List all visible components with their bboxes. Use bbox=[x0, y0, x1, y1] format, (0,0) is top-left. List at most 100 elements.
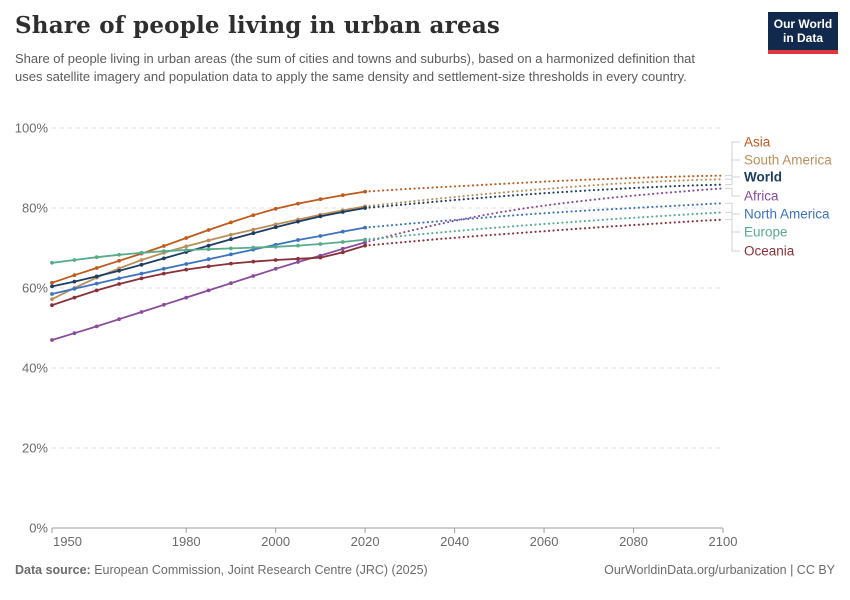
series-marker-asia bbox=[251, 213, 256, 218]
y-axis-label-40: 40% bbox=[22, 361, 48, 376]
series-marker-oceania bbox=[318, 255, 323, 260]
series-marker-world bbox=[139, 262, 144, 267]
series-marker-south-america bbox=[229, 232, 233, 237]
chart-footer: Data source: European Commission, Joint … bbox=[15, 563, 835, 577]
series-marker-world bbox=[229, 237, 233, 242]
y-axis-label-60: 60% bbox=[22, 281, 48, 296]
series-marker-north-america bbox=[318, 234, 323, 238]
series-marker-asia bbox=[296, 201, 300, 206]
series-marker-africa bbox=[139, 310, 144, 314]
series-marker-oceania bbox=[206, 264, 211, 269]
series-marker-oceania bbox=[273, 258, 278, 262]
series-marker-europe bbox=[296, 243, 300, 248]
series-marker-africa bbox=[72, 331, 77, 336]
line-chart-canvas[interactable]: 0% 20% 40% 60% 80% 100% 1950 1980 2000 2020 2040 20… bbox=[0, 0, 850, 560]
x-axis-label-2060: 2060 bbox=[530, 534, 559, 549]
credit-link[interactable]: OurWorldinData.org/urbanization | CC BY bbox=[604, 563, 835, 577]
series-marker-world bbox=[161, 256, 166, 261]
series-marker-europe bbox=[206, 247, 211, 252]
series-marker-africa bbox=[296, 260, 300, 264]
series-marker-europe bbox=[273, 244, 278, 249]
series-marker-world bbox=[318, 214, 323, 219]
series-marker-europe bbox=[318, 242, 323, 246]
x-axis-label-1980: 1980 bbox=[172, 534, 201, 549]
legend-label-oceania[interactable]: Oceania bbox=[744, 244, 795, 259]
y-axis-label-100: 100% bbox=[15, 121, 49, 136]
series-marker-europe bbox=[161, 249, 166, 254]
legend-label-world[interactable]: World bbox=[744, 170, 782, 185]
series-marker-europe bbox=[340, 240, 345, 244]
series-line-south-america bbox=[51, 205, 366, 301]
chart-subtitle: Share of people living in urban areas (t… bbox=[15, 51, 696, 85]
series-marker-europe bbox=[72, 258, 77, 262]
owid-logo-line1: Our World bbox=[773, 17, 833, 31]
series-marker-north-america bbox=[340, 229, 345, 234]
legend-label-north-america[interactable]: North America bbox=[744, 207, 830, 222]
series-marker-north-america bbox=[161, 266, 166, 271]
legend-label-europe[interactable]: Europe bbox=[744, 225, 788, 240]
legend-label-south-america[interactable]: South America bbox=[744, 153, 832, 168]
y-axis-label-0: 0% bbox=[29, 521, 48, 536]
owid-logo[interactable]: Our World in Data bbox=[768, 12, 838, 54]
series-marker-oceania bbox=[94, 288, 99, 293]
legend-connector-asia bbox=[725, 141, 740, 177]
series-marker-africa bbox=[184, 295, 189, 300]
data-source-label: Data source: bbox=[15, 563, 91, 577]
series-marker-world bbox=[273, 225, 278, 230]
legend-label-africa[interactable]: Africa bbox=[744, 189, 779, 204]
series-marker-north-america bbox=[117, 276, 121, 281]
series-marker-south-america bbox=[184, 244, 189, 249]
x-axis-label-2040: 2040 bbox=[440, 534, 469, 549]
series-marker-north-america bbox=[139, 271, 144, 276]
data-source: Data source: European Commission, Joint … bbox=[15, 563, 428, 577]
series-marker-africa bbox=[273, 266, 278, 271]
series-marker-north-america bbox=[50, 292, 54, 296]
series-marker-asia bbox=[184, 236, 189, 240]
series-marker-asia bbox=[206, 228, 211, 232]
page-title: Share of people living in urban areas bbox=[15, 12, 501, 39]
series-marker-south-america bbox=[251, 227, 256, 232]
series-marker-africa bbox=[50, 338, 54, 342]
series-marker-asia bbox=[117, 258, 121, 263]
series-marker-oceania bbox=[72, 295, 77, 300]
series-marker-north-america bbox=[229, 252, 233, 257]
series-marker-oceania bbox=[50, 303, 54, 308]
legend-connector-oceania bbox=[725, 219, 740, 252]
series-projection-europe bbox=[364, 211, 725, 241]
series-marker-north-america bbox=[296, 238, 300, 242]
series-marker-north-america bbox=[184, 262, 189, 266]
series-marker-europe bbox=[184, 248, 189, 252]
series-marker-asia bbox=[318, 197, 323, 202]
x-axis-label-2100: 2100 bbox=[709, 534, 738, 549]
owid-logo-line2: in Data bbox=[782, 31, 823, 46]
series-marker-africa bbox=[251, 274, 256, 278]
legend-label-asia[interactable]: Asia bbox=[744, 135, 771, 150]
legend-connector-north-america bbox=[725, 202, 740, 215]
series-marker-asia bbox=[273, 206, 278, 211]
series-marker-world bbox=[72, 279, 77, 284]
series-marker-north-america bbox=[72, 286, 77, 291]
series-marker-africa bbox=[340, 246, 345, 251]
y-axis-label-80: 80% bbox=[22, 201, 48, 216]
series-marker-world bbox=[206, 243, 211, 248]
series-projection-south-america bbox=[364, 178, 725, 208]
series-marker-world bbox=[117, 268, 121, 273]
series-marker-south-america bbox=[50, 297, 54, 302]
series-projection-oceania bbox=[364, 218, 725, 247]
series-marker-africa bbox=[206, 288, 211, 293]
series-marker-oceania bbox=[296, 256, 300, 261]
series-marker-asia bbox=[50, 280, 54, 285]
series-marker-asia bbox=[229, 220, 233, 225]
series-marker-africa bbox=[117, 317, 121, 322]
series-marker-south-america bbox=[139, 258, 144, 262]
legend-connector-africa bbox=[725, 187, 740, 197]
series-marker-asia bbox=[340, 193, 345, 198]
series-marker-europe bbox=[251, 245, 256, 250]
series-marker-africa bbox=[94, 324, 99, 329]
series-marker-south-america bbox=[273, 222, 278, 227]
x-axis-label-2080: 2080 bbox=[619, 534, 648, 549]
series-marker-world bbox=[50, 284, 54, 289]
series-marker-europe bbox=[94, 255, 99, 260]
series-marker-world bbox=[94, 274, 99, 279]
series-marker-north-america bbox=[94, 281, 99, 286]
